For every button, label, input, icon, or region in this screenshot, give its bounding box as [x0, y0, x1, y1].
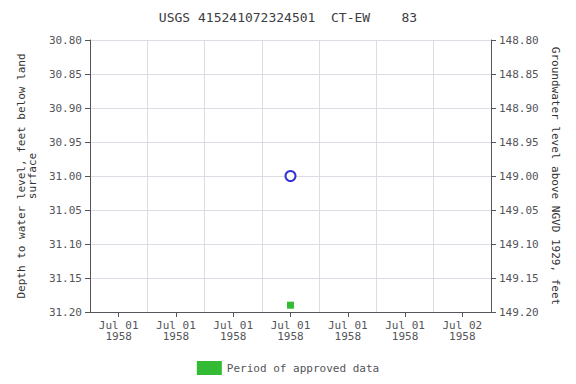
svg-text:Depth to water level, feet bel: Depth to water level, feet below land [15, 53, 28, 299]
svg-text:30.80: 30.80 [49, 34, 82, 47]
svg-text:Jul 02: Jul 02 [442, 319, 483, 332]
svg-text:30.85: 30.85 [49, 68, 82, 81]
svg-text:30.95: 30.95 [49, 136, 82, 149]
svg-text:1958: 1958 [163, 330, 190, 343]
svg-text:1958: 1958 [335, 330, 362, 343]
svg-text:1958: 1958 [392, 330, 419, 343]
svg-text:148.90: 148.90 [499, 102, 539, 115]
svg-text:148.85: 148.85 [499, 68, 539, 81]
svg-text:30.90: 30.90 [49, 102, 82, 115]
svg-text:149.00: 149.00 [499, 170, 539, 183]
svg-text:surface: surface [26, 153, 39, 199]
svg-text:Jul 01: Jul 01 [270, 319, 311, 332]
svg-text:31.20: 31.20 [49, 306, 82, 319]
svg-text:1958: 1958 [105, 330, 132, 343]
svg-text:Jul 01: Jul 01 [98, 319, 139, 332]
svg-text:31.10: 31.10 [49, 238, 82, 251]
svg-text:Jul 01: Jul 01 [327, 319, 368, 332]
svg-text:149.20: 149.20 [499, 306, 539, 319]
svg-text:31.15: 31.15 [49, 272, 82, 285]
svg-text:Jul 01: Jul 01 [156, 319, 196, 332]
svg-text:Jul 01: Jul 01 [213, 319, 254, 332]
svg-text:148.95: 148.95 [499, 136, 539, 149]
svg-text:31.00: 31.00 [49, 170, 82, 183]
svg-text:Jul 01: Jul 01 [385, 319, 425, 332]
svg-text:31.05: 31.05 [49, 204, 82, 217]
svg-text:149.05: 149.05 [499, 204, 539, 217]
svg-text:148.80: 148.80 [499, 34, 539, 47]
svg-text:149.15: 149.15 [499, 272, 539, 285]
svg-text:1958: 1958 [277, 330, 304, 343]
svg-text:USGS 415241072324501 CT-EW: USGS 415241072324501 CT-EW 83 [159, 10, 417, 25]
svg-text:Period of approved data: Period of approved data [227, 362, 379, 375]
svg-text:1958: 1958 [449, 330, 476, 343]
svg-text:Groundwater level above NGVD 1: Groundwater level above NGVD 1929, feet [549, 47, 562, 305]
svg-text:149.10: 149.10 [499, 238, 539, 251]
svg-text:1958: 1958 [220, 330, 247, 343]
